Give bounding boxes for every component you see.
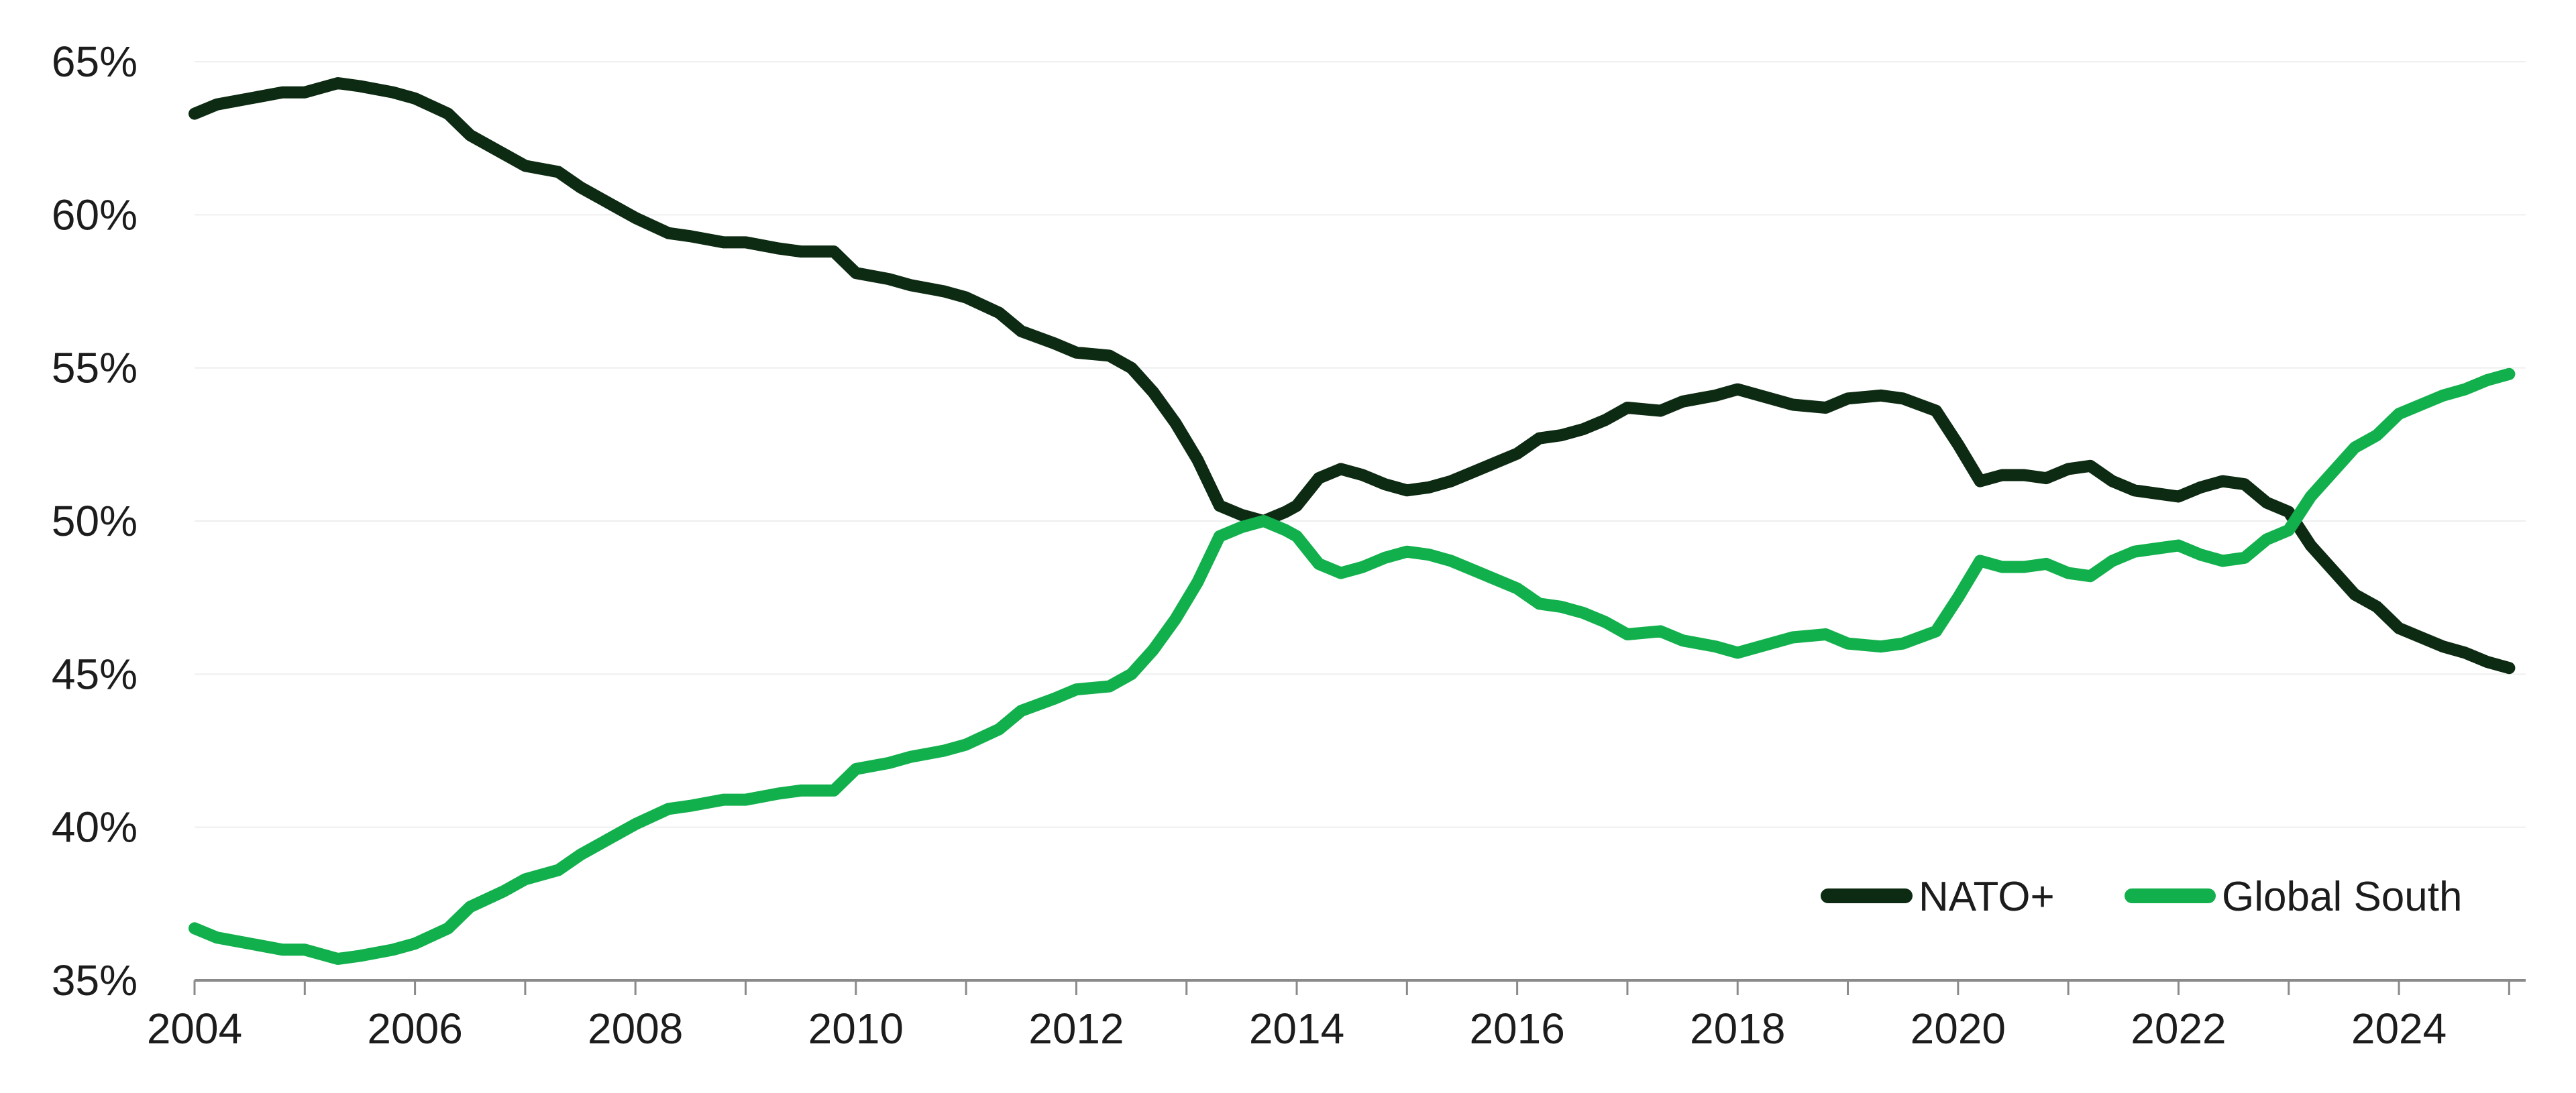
series-line-nato xyxy=(189,77,2516,675)
x-tick-label-2008: 2008 xyxy=(588,1004,683,1053)
y-tick-label-45: 45% xyxy=(52,650,138,698)
x-tick-label-2010: 2010 xyxy=(808,1004,904,1053)
x-tick-label-2004: 2004 xyxy=(147,1004,242,1053)
y-tick-label-50: 50% xyxy=(52,497,138,545)
x-tick-label-2014: 2014 xyxy=(1249,1004,1344,1053)
y-tick-label-60: 60% xyxy=(52,190,138,239)
x-tick-label-2024: 2024 xyxy=(2351,1004,2447,1053)
legend-label-global-south: Global South xyxy=(2222,874,2462,920)
y-tick-label-40: 40% xyxy=(52,803,138,852)
x-axis: 2004 2006 2008 2010 2012 2014 2016 2018 2020 2022… xyxy=(147,979,2526,1053)
x-tick-label-2012: 2012 xyxy=(1028,1004,1124,1053)
y-tick-label-55: 55% xyxy=(52,344,138,392)
x-tick-label-2018: 2018 xyxy=(1690,1004,1785,1053)
x-tick-label-2022: 2022 xyxy=(2131,1004,2226,1053)
legend: NATO+ Global South xyxy=(1821,874,2462,920)
y-tick-label-35: 35% xyxy=(52,956,138,1004)
series-group xyxy=(189,77,2516,965)
gridlines xyxy=(195,61,2526,828)
y-axis: 35% 40% 45% 50% 55% 60% 65% xyxy=(52,38,138,1004)
x-tick-label-2020: 2020 xyxy=(1911,1004,2006,1053)
legend-label-nato: NATO+ xyxy=(1919,874,2055,920)
x-tick-label-2016: 2016 xyxy=(1469,1004,1564,1053)
x-tick-label-2006: 2006 xyxy=(367,1004,462,1053)
y-tick-label-65: 65% xyxy=(52,38,138,86)
series-line-global-south xyxy=(189,367,2516,965)
